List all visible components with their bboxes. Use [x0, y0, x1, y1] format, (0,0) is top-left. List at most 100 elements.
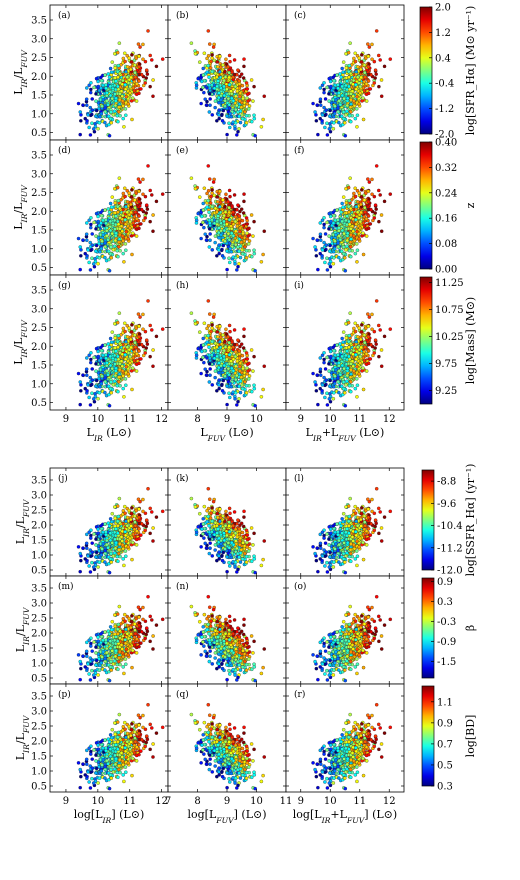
data-point: [335, 73, 339, 77]
data-point: [202, 360, 206, 365]
data-point: [218, 69, 222, 74]
data-point: [314, 113, 318, 117]
data-point: [252, 113, 256, 118]
data-point: [222, 213, 226, 218]
data-point: [106, 237, 110, 242]
data-point: [116, 254, 120, 259]
data-point: [222, 219, 226, 224]
data-point: [128, 354, 132, 359]
data-point: [359, 210, 363, 215]
data-point: [111, 383, 116, 387]
data-point: [189, 41, 194, 45]
data-point: [364, 234, 369, 238]
data-point: [101, 98, 106, 102]
data-point: [240, 116, 245, 121]
data-point: [237, 114, 241, 119]
data-point: [337, 99, 341, 103]
data-point: [97, 121, 102, 125]
data-point: [134, 99, 139, 103]
data-point: [107, 345, 112, 349]
data-point: [219, 233, 223, 237]
data-point: [92, 399, 97, 404]
data-point: [124, 248, 128, 253]
data-point: [130, 323, 134, 327]
data-point: [340, 93, 345, 98]
data-point: [78, 402, 82, 407]
data-point: [121, 251, 125, 256]
data-point: [215, 60, 220, 64]
data-point: [99, 348, 104, 353]
data-point: [108, 228, 113, 233]
panel-d: (d)0.51.01.52.02.53.03.5: [31, 139, 169, 276]
data-point: [337, 120, 341, 125]
data-point: [246, 107, 251, 111]
data-point: [87, 353, 91, 358]
data-point: [117, 245, 121, 249]
data-point: [325, 121, 329, 126]
data-point: [245, 362, 250, 367]
data-point: [199, 236, 203, 241]
data-point: [124, 339, 128, 344]
data-point: [252, 383, 256, 388]
data-point: [231, 234, 236, 238]
data-point: [240, 353, 245, 358]
data-point: [339, 75, 343, 79]
data-point: [231, 99, 236, 103]
data-point: [109, 255, 114, 260]
data-point: [209, 59, 213, 64]
data-point: [143, 81, 147, 85]
data-point: [244, 113, 249, 118]
data-point: [215, 330, 220, 334]
data-point: [207, 75, 211, 79]
data-point: [228, 194, 232, 199]
data-point: [109, 380, 113, 384]
data-point: [92, 85, 96, 90]
data-point: [210, 191, 214, 195]
data-point: [351, 229, 355, 234]
data-point: [327, 234, 331, 238]
data-point: [322, 216, 326, 220]
data-point: [221, 333, 225, 337]
data-point: [201, 85, 205, 90]
data-point: [245, 227, 250, 232]
data-point: [154, 334, 159, 339]
data-point: [379, 78, 384, 82]
data-point: [366, 200, 371, 204]
y-tick-label: 3.5: [31, 16, 47, 27]
data-point: [115, 84, 120, 89]
data-point: [328, 114, 332, 118]
data-point: [238, 344, 242, 349]
data-point: [207, 42, 212, 46]
data-point: [90, 391, 94, 396]
y-tick-label: 3.5: [31, 286, 47, 297]
data-point: [81, 238, 85, 242]
data-point: [104, 86, 108, 91]
y-tick-label: 1.0: [31, 379, 47, 390]
data-point: [252, 251, 257, 256]
data-point: [78, 132, 82, 137]
data-point: [212, 86, 217, 91]
data-point: [318, 86, 323, 90]
data-point: [120, 94, 124, 99]
data-point: [223, 210, 228, 214]
data-point: [105, 228, 109, 233]
data-point: [342, 231, 346, 236]
data-point: [234, 242, 238, 247]
data-point: [354, 204, 359, 209]
scatter-points: [76, 299, 165, 408]
data-point: [215, 219, 219, 224]
data-point: [245, 372, 250, 376]
panel-f: (f): [285, 139, 405, 276]
data-point: [189, 311, 194, 315]
data-point: [124, 204, 128, 209]
data-point: [238, 94, 242, 99]
data-point: [208, 232, 212, 236]
data-point: [245, 102, 250, 106]
data-point: [319, 238, 323, 242]
data-point: [116, 345, 120, 349]
data-point: [345, 244, 349, 248]
data-point: [205, 234, 209, 239]
data-point: [227, 241, 232, 245]
y-tick-label: 0.5: [31, 263, 47, 274]
data-point: [246, 242, 251, 246]
